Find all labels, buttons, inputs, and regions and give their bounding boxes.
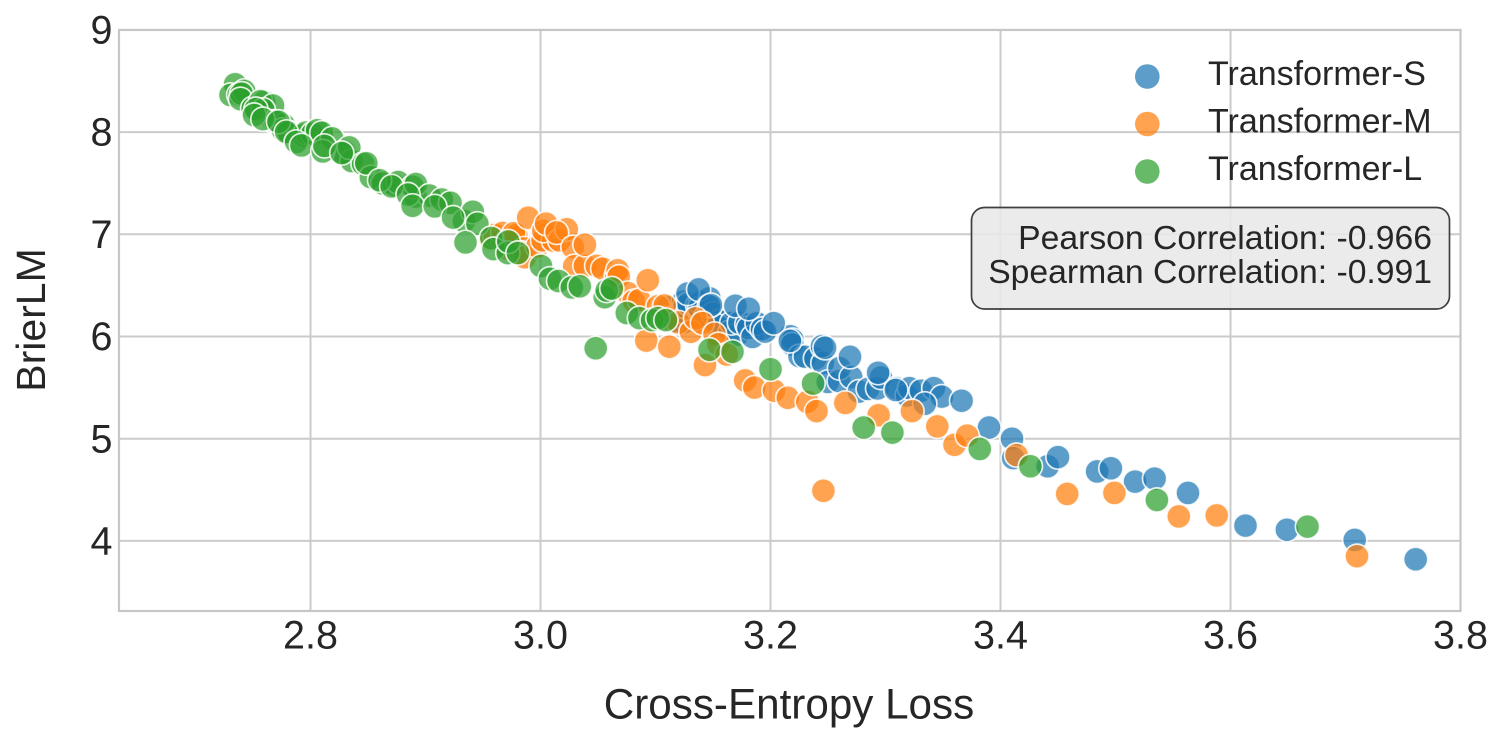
svg-text:3.6: 3.6: [1203, 614, 1258, 658]
svg-text:Transformer-M: Transformer-M: [1208, 103, 1432, 141]
svg-text:7: 7: [91, 213, 113, 257]
svg-text:Cross-Entropy Loss: Cross-Entropy Loss: [604, 681, 974, 728]
svg-text:Spearman Correlation: -0.991: Spearman Correlation: -0.991: [988, 253, 1432, 291]
svg-text:5: 5: [91, 417, 113, 461]
svg-text:4: 4: [91, 520, 113, 564]
svg-text:3.8: 3.8: [1433, 614, 1488, 658]
svg-text:Transformer-S: Transformer-S: [1208, 55, 1426, 93]
svg-text:8: 8: [91, 111, 113, 155]
svg-text:3.2: 3.2: [743, 614, 798, 658]
svg-text:Pearson Correlation: -0.966: Pearson Correlation: -0.966: [1018, 219, 1432, 257]
svg-text:3.0: 3.0: [513, 614, 568, 658]
svg-text:BrierLM: BrierLM: [8, 248, 54, 392]
svg-text:6: 6: [91, 315, 113, 359]
svg-text:Transformer-L: Transformer-L: [1208, 150, 1422, 188]
svg-text:3.4: 3.4: [973, 614, 1028, 658]
svg-text:2.8: 2.8: [283, 614, 338, 658]
svg-text:9: 9: [91, 9, 113, 53]
